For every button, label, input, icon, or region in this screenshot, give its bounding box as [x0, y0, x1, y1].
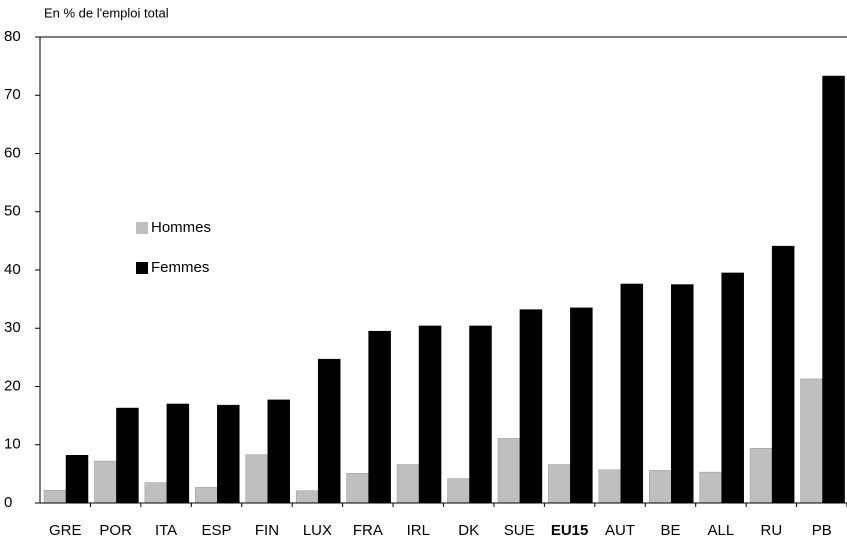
- bar: [548, 464, 571, 504]
- legend-swatch: [136, 222, 148, 234]
- bar: [671, 284, 694, 504]
- x-tick-label: ESP: [202, 522, 232, 539]
- bar: [166, 403, 190, 504]
- x-tick-label: RU: [761, 522, 783, 539]
- legend-label: Femmes: [151, 259, 209, 276]
- x-tick-label: DK: [458, 522, 479, 539]
- x-tick-label: AUT: [605, 522, 635, 539]
- bar: [771, 245, 795, 504]
- legend-label: Hommes: [151, 219, 211, 236]
- bar: [519, 309, 543, 504]
- bar: [699, 471, 722, 504]
- y-tick-label: 60: [4, 144, 21, 161]
- bar: [469, 325, 492, 504]
- x-tick-label: FRA: [353, 522, 383, 539]
- y-tick-label: 80: [4, 28, 21, 45]
- bar: [396, 464, 420, 504]
- y-tick-label: 40: [4, 261, 21, 278]
- bar: [598, 469, 622, 504]
- bar: [65, 454, 89, 504]
- bar: [295, 490, 319, 504]
- bar: [116, 407, 139, 504]
- bar: [749, 447, 773, 504]
- x-tick-label: POR: [99, 522, 132, 539]
- bar: [800, 378, 823, 504]
- bar: [43, 489, 67, 504]
- y-tick-label: 50: [4, 203, 21, 220]
- bar: [245, 454, 268, 504]
- y-tick-label: 0: [4, 494, 12, 511]
- bar: [822, 75, 845, 504]
- x-tick-label: BE: [660, 522, 680, 539]
- bar: [649, 470, 672, 504]
- bar: [497, 438, 521, 504]
- y-tick-label: 20: [4, 377, 21, 394]
- bar: [447, 478, 470, 504]
- x-tick-label: ITA: [155, 522, 177, 539]
- y-tick-label: 10: [4, 436, 21, 453]
- x-tick-label: PB: [812, 522, 832, 539]
- x-tick-label: SUE: [504, 522, 535, 539]
- x-tick-label: FIN: [255, 522, 279, 539]
- bar: [368, 330, 391, 504]
- bar: [570, 307, 593, 504]
- bar: [346, 473, 369, 504]
- bar: [195, 487, 218, 504]
- bar: [418, 325, 442, 504]
- bar: [317, 358, 341, 504]
- x-tick-label: IRL: [407, 522, 430, 539]
- bar: [94, 460, 117, 504]
- x-tick-label: EU15: [551, 522, 589, 539]
- y-tick-label: 70: [4, 86, 21, 103]
- y-tick-label: 30: [4, 319, 21, 336]
- legend-swatch: [136, 262, 148, 274]
- x-tick-label: LUX: [303, 522, 332, 539]
- y-axis-label: En % de l'emploi total: [44, 5, 169, 20]
- bar: [144, 482, 168, 504]
- bar: [721, 272, 744, 504]
- bar: [267, 399, 290, 504]
- bar: [217, 404, 240, 504]
- x-tick-label: ALL: [708, 522, 735, 539]
- bar: [620, 283, 644, 504]
- x-tick-label: GRE: [49, 522, 82, 539]
